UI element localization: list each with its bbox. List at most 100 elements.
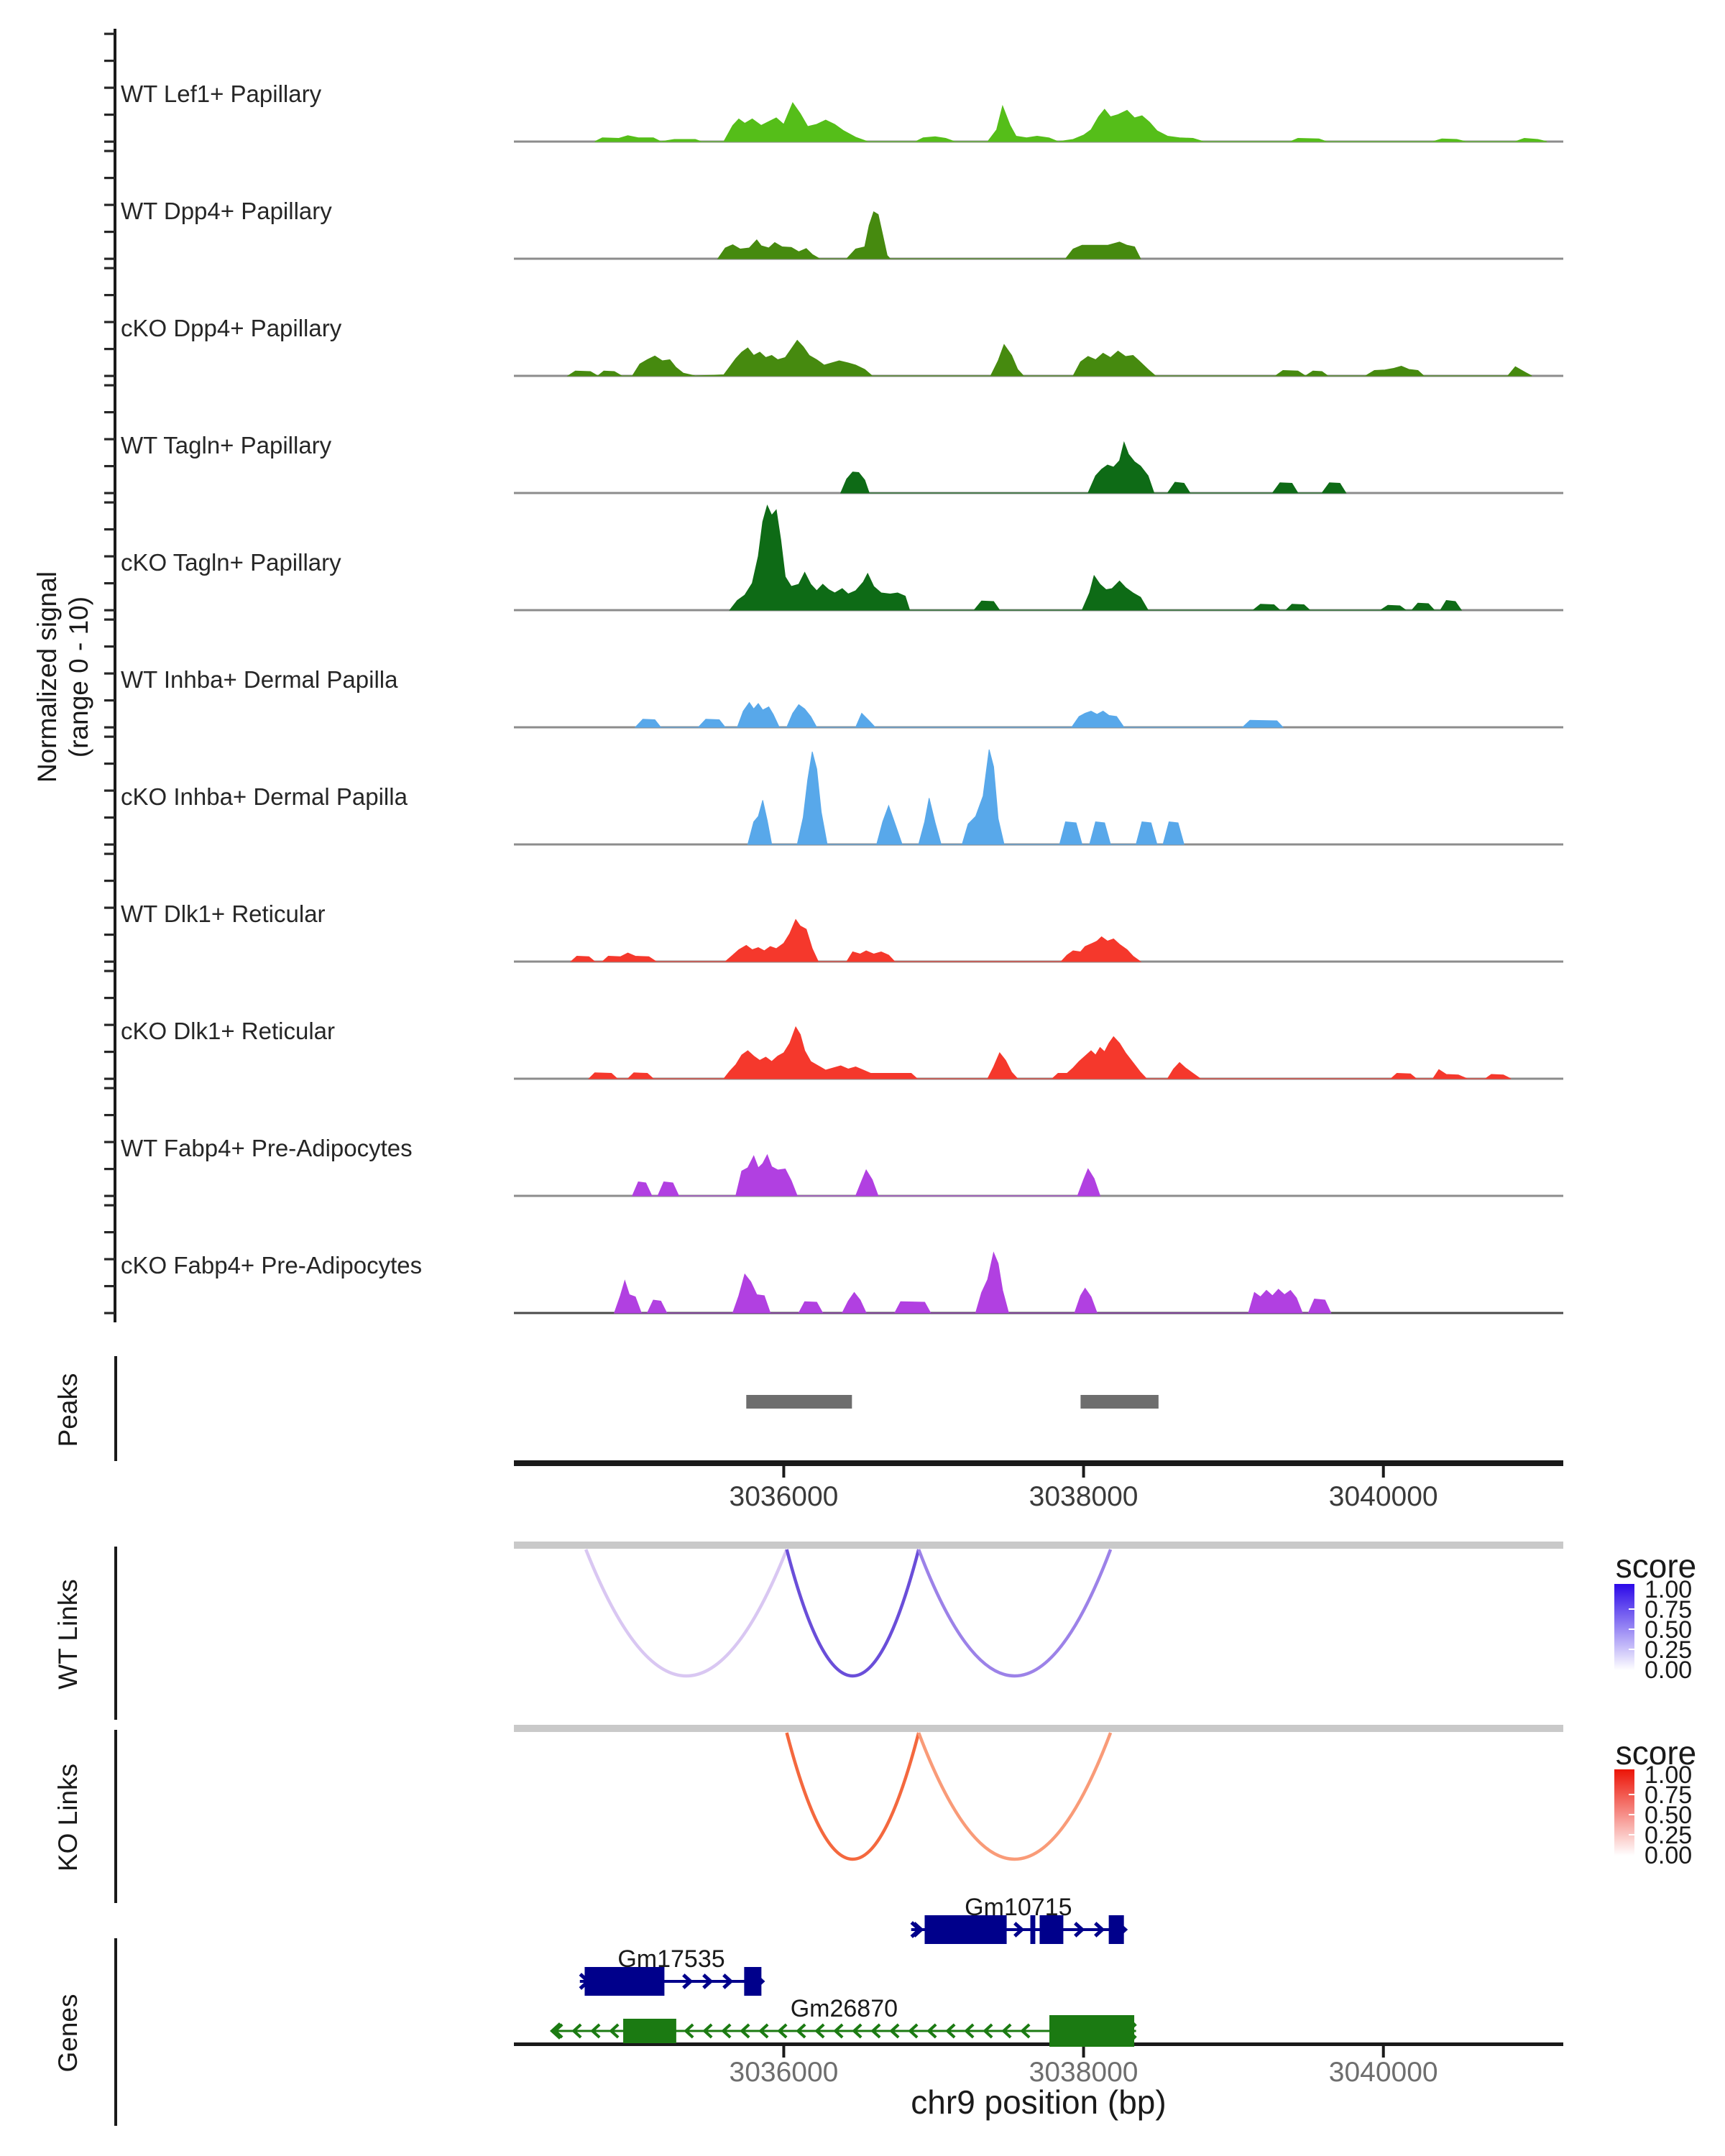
gene-exon-Gm10715-3 [1108, 1915, 1124, 1944]
y-tick [104, 60, 115, 63]
ko-links-axis-line [114, 1730, 117, 1903]
y-tick [104, 816, 115, 819]
coverage-track-area-7 [570, 918, 1142, 962]
y-tick [104, 645, 115, 648]
gene-strand-arrow-icon [609, 2023, 620, 2039]
gene-exon-Gm26870-0 [623, 2019, 676, 2043]
ko-link-arc-1 [917, 1732, 1113, 1861]
y-tick [104, 934, 115, 936]
gene-strand-arrow-icon [926, 2023, 937, 2039]
genome-axis [514, 2042, 1563, 2046]
section-label-peaks: Peaks [53, 1373, 83, 1447]
wt-link-baseline-bar [514, 1542, 1563, 1549]
gene-strand-arrow-icon [740, 2023, 750, 2039]
ko-score-legend-label-3: 0.25 [1644, 1822, 1692, 1849]
ko-score-gradient-bar [1614, 1769, 1634, 1856]
gene-strand-arrow-icon [814, 2023, 825, 2039]
y-tick [104, 1285, 115, 1288]
y-tick [104, 906, 115, 909]
wt-links-legend-title: score [1615, 1547, 1697, 1585]
y-tick [104, 852, 115, 855]
wt-score-legend-label-2: 0.50 [1644, 1616, 1692, 1644]
wt-links-axis-line [114, 1547, 117, 1720]
gene-strand-arrow-icon [1013, 1922, 1025, 1938]
y-tick [104, 140, 115, 143]
y-axis-label: Normalized signal (range 0 - 10) [32, 30, 95, 1324]
y-tick [104, 438, 115, 441]
gene-strand-arrow-icon [702, 2023, 713, 2039]
wt-link-arc-0 [584, 1549, 788, 1677]
gene-strand-arrow-icon [1094, 1922, 1105, 1938]
peaks-axis-line [114, 1356, 117, 1461]
y-tick [104, 1114, 115, 1117]
y-tick [104, 384, 115, 387]
y-tick [104, 960, 115, 963]
gene-strand-arrow-icon [1074, 1922, 1085, 1938]
y-tick [104, 1077, 115, 1080]
genome-axis-tick-label: 3038000 [1029, 2057, 1138, 2088]
gene-label-Gm10715: Gm10715 [965, 1894, 1072, 1921]
track-label-1: WT Dpp4+ Papillary [121, 198, 332, 224]
gene-strand-arrow-icon [796, 2023, 806, 2039]
y-tick [104, 880, 115, 883]
coverage-track-area-8 [588, 1026, 1512, 1079]
coverage-track-area-2 [566, 339, 1532, 377]
genome-axis-tick-label: 3040000 [1329, 1481, 1438, 1512]
genome-axis-tick-label: 3038000 [1029, 1481, 1138, 1512]
coverage-track-area-6 [747, 749, 1184, 845]
gene-strand-arrow-icon [945, 2023, 956, 2039]
coverage-track-area-9 [632, 1153, 1101, 1197]
y-tick [104, 149, 115, 152]
peak-interval-1 [1080, 1395, 1159, 1409]
wt-score-legend-label-3: 0.25 [1644, 1636, 1692, 1664]
gene-strand-arrow-icon [889, 2023, 900, 2039]
genes-axis-line [114, 1938, 117, 2126]
y-tick [104, 1231, 115, 1234]
track-label-4: cKO Tagln+ Papillary [121, 549, 341, 576]
y-tick [104, 294, 115, 297]
y-tick [104, 1141, 115, 1143]
gene-body-Gm26870 [552, 2030, 1136, 2032]
peak-interval-0 [746, 1395, 852, 1409]
y-tick [104, 1168, 115, 1171]
wt-score-gradient-tick [1629, 1628, 1634, 1630]
y-tick [104, 555, 115, 558]
gene-exon-Gm10715-0 [924, 1915, 1007, 1944]
genome-axis-tick [782, 2046, 786, 2058]
genome-axis [514, 1460, 1563, 1466]
genome-axis-tick [1381, 1466, 1385, 1478]
y-tick [104, 114, 115, 116]
wt-score-legend-label-0: 1.00 [1644, 1576, 1692, 1603]
section-label-ko-links: KO Links [53, 1763, 83, 1872]
ko-link-arc-0 [785, 1732, 921, 1861]
track-label-3: WT Tagln+ Papillary [121, 432, 332, 459]
genome-axis-tick-label: 3036000 [730, 2057, 839, 2088]
ko-score-gradient-tick [1629, 1794, 1634, 1795]
genome-axis-tick [1082, 1466, 1085, 1478]
gene-strand-arrow-icon [908, 2023, 919, 2039]
x-axis-title: chr9 position (bp) [911, 2083, 1167, 2121]
coverage-track-area-5 [634, 701, 1284, 728]
gene-exon-Gm17535-0 [584, 1967, 665, 1996]
y-axis-label-line2: (range 0 - 10) [64, 596, 93, 758]
track-label-2: cKO Dpp4+ Papillary [121, 315, 342, 341]
ko-score-legend-label-4: 0.00 [1644, 1842, 1692, 1869]
gene-exon-Gm10715-2 [1039, 1915, 1064, 1944]
ko-link-baseline-bar [514, 1725, 1563, 1732]
ko-score-legend-label-1: 0.75 [1644, 1782, 1692, 1809]
wt-score-gradient-tick [1629, 1608, 1634, 1610]
gene-strand-arrow-icon [721, 2023, 732, 2039]
track-label-9: WT Fabp4+ Pre-Adipocytes [121, 1135, 413, 1161]
y-tick [104, 374, 115, 377]
genome-axis-tick-label: 3040000 [1329, 2057, 1438, 2088]
y-axis-label-line1: Normalized signal [32, 571, 62, 783]
gene-label-Gm17535: Gm17535 [617, 1945, 724, 1973]
track-label-10: cKO Fabp4+ Pre-Adipocytes [121, 1252, 422, 1279]
coverage-track-area-10 [613, 1251, 1332, 1314]
y-tick [104, 699, 115, 702]
ko-score-legend-label-2: 0.50 [1644, 1802, 1692, 1829]
coverage-track-area-3 [840, 441, 1347, 494]
gene-strand-arrow-icon [983, 2023, 993, 2039]
gene-strand-arrow-icon [852, 2023, 862, 2039]
track-label-7: WT Dlk1+ Reticular [121, 900, 326, 927]
